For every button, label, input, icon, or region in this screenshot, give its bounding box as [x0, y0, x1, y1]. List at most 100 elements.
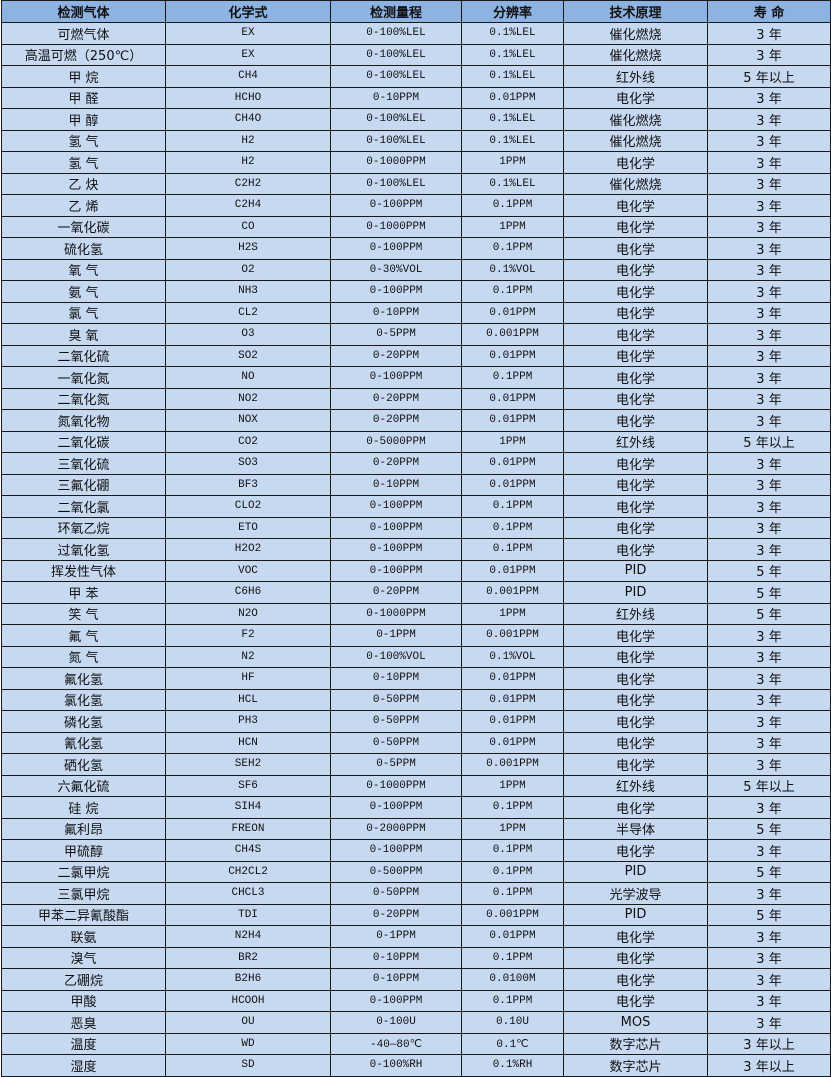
- formula-cell: SEH2: [165, 753, 331, 776]
- header-row: 检测气体 化学式 检测量程 分辨率 技术原理 寿 命: [1, 0, 831, 23]
- gas-cell: 三氯甲烷: [1, 882, 166, 905]
- table-row: 硒化氢 SEH2 0-5PPM 0.001PPM 电化学 3 年: [1, 753, 831, 776]
- range-cell: 0-100PPM: [330, 796, 462, 819]
- principle-cell: 电化学: [563, 968, 708, 991]
- formula-cell: H2: [165, 129, 331, 152]
- resolution-cell: 0.1℃: [461, 1032, 564, 1055]
- formula-cell: C2H2: [165, 172, 331, 195]
- gas-cell: 氟利昂: [1, 817, 166, 840]
- range-cell: 0-1PPM: [330, 925, 462, 948]
- table-body: 可燃气体 EX 0-100%LEL 0.1%LEL 催化燃烧 3 年高温可燃（250℃） E…: [1, 22, 831, 1077]
- formula-cell: B2H6: [165, 968, 331, 991]
- principle-cell: 电化学: [563, 925, 708, 948]
- lifespan-cell: 3 年: [707, 280, 831, 303]
- resolution-cell: 0.0100M: [461, 968, 564, 991]
- lifespan-cell: 3 年: [707, 258, 831, 281]
- range-cell: 0-100%LEL: [330, 129, 462, 152]
- principle-cell: 电化学: [563, 409, 708, 432]
- principle-cell: 红外线: [563, 430, 708, 453]
- principle-cell: 电化学: [563, 989, 708, 1012]
- table-row: 一氧化氮 NO 0-100PPM 0.1PPM 电化学 3 年: [1, 366, 831, 389]
- table-row: 甲 烷 CH4 0-100%LEL 0.1%LEL 红外线 5 年以上: [1, 65, 831, 88]
- table-row: 六氟化硫 SF6 0-1000PPM 1PPM 红外线 5 年以上: [1, 774, 831, 797]
- resolution-cell: 0.01PPM: [461, 925, 564, 948]
- gas-cell: 臭 氧: [1, 323, 166, 346]
- range-cell: 0-100PPM: [330, 538, 462, 561]
- range-cell: 0-100PPM: [330, 839, 462, 862]
- resolution-cell: 0.1%VOL: [461, 645, 564, 668]
- gas-cell: 溴气: [1, 946, 166, 969]
- table-row: 磷化氢 PH3 0-50PPM 0.01PPM 电化学 3 年: [1, 710, 831, 733]
- table-row: 乙 烯 C2H4 0-100PPM 0.1PPM 电化学 3 年: [1, 194, 831, 217]
- lifespan-cell: 3 年: [707, 688, 831, 711]
- gas-cell: 二氯甲烷: [1, 860, 166, 883]
- resolution-cell: 0.01PPM: [461, 387, 564, 410]
- gas-cell: 磷化氢: [1, 710, 166, 733]
- range-cell: 0-10PPM: [330, 946, 462, 969]
- principle-cell: 催化燃烧: [563, 43, 708, 66]
- lifespan-cell: 3 年: [707, 323, 831, 346]
- resolution-cell: 0.001PPM: [461, 624, 564, 647]
- gas-cell: 甲 苯: [1, 581, 166, 604]
- resolution-cell: 0.1PPM: [461, 538, 564, 561]
- table-row: 笑 气 N2O 0-1000PPM 1PPM 红外线 5 年: [1, 602, 831, 625]
- principle-cell: 红外线: [563, 65, 708, 88]
- formula-cell: BF3: [165, 473, 331, 496]
- resolution-cell: 0.1PPM: [461, 796, 564, 819]
- lifespan-cell: 3 年: [707, 1011, 831, 1034]
- table-row: 温度 WD -40—80℃ 0.1℃ 数字芯片 3 年以上: [1, 1032, 831, 1055]
- lifespan-cell: 3 年: [707, 43, 831, 66]
- range-cell: 0-50PPM: [330, 710, 462, 733]
- resolution-cell: 0.01PPM: [461, 667, 564, 690]
- range-cell: 0-100PPM: [330, 366, 462, 389]
- gas-cell: 乙 烯: [1, 194, 166, 217]
- range-cell: 0-100PPM: [330, 516, 462, 539]
- table-row: 二氧化氯 CLO2 0-100PPM 0.1PPM 电化学 3 年: [1, 495, 831, 518]
- formula-cell: NOX: [165, 409, 331, 432]
- formula-cell: CO: [165, 215, 331, 238]
- header-formula: 化学式: [165, 0, 331, 23]
- formula-cell: N2: [165, 645, 331, 668]
- principle-cell: 电化学: [563, 624, 708, 647]
- table-row: 臭 氧 O3 0-5PPM 0.001PPM 电化学 3 年: [1, 323, 831, 346]
- gas-cell: 硅 烷: [1, 796, 166, 819]
- table-row: 甲酸 HCOOH 0-100PPM 0.1PPM 电化学 3 年: [1, 989, 831, 1012]
- principle-cell: 光学波导: [563, 882, 708, 905]
- lifespan-cell: 3 年: [707, 237, 831, 260]
- lifespan-cell: 3 年: [707, 366, 831, 389]
- gas-cell: 硫化氢: [1, 237, 166, 260]
- formula-cell: O3: [165, 323, 331, 346]
- lifespan-cell: 3 年: [707, 387, 831, 410]
- resolution-cell: 1PPM: [461, 602, 564, 625]
- gas-cell: 可燃气体: [1, 22, 166, 45]
- lifespan-cell: 3 年: [707, 194, 831, 217]
- lifespan-cell: 3 年: [707, 796, 831, 819]
- formula-cell: PH3: [165, 710, 331, 733]
- resolution-cell: 0.1PPM: [461, 366, 564, 389]
- formula-cell: H2S: [165, 237, 331, 260]
- range-cell: 0-100U: [330, 1011, 462, 1034]
- formula-cell: HCHO: [165, 86, 331, 109]
- lifespan-cell: 3 年: [707, 172, 831, 195]
- table-row: 甲 苯 C6H6 0-20PPM 0.001PPM PID 5 年: [1, 581, 831, 604]
- principle-cell: 电化学: [563, 258, 708, 281]
- gas-cell: 一氧化碳: [1, 215, 166, 238]
- lifespan-cell: 3 年: [707, 344, 831, 367]
- resolution-cell: 1PPM: [461, 774, 564, 797]
- resolution-cell: 0.01PPM: [461, 688, 564, 711]
- range-cell: 0-5000PPM: [330, 430, 462, 453]
- range-cell: 0-5PPM: [330, 323, 462, 346]
- range-cell: 0-30%VOL: [330, 258, 462, 281]
- principle-cell: 电化学: [563, 301, 708, 324]
- formula-cell: CLO2: [165, 495, 331, 518]
- table-row: 氟利昂 FREON 0-2000PPM 1PPM 半导体 5 年: [1, 817, 831, 840]
- principle-cell: 电化学: [563, 796, 708, 819]
- lifespan-cell: 3 年: [707, 925, 831, 948]
- table-row: 二氧化硫 SO2 0-20PPM 0.01PPM 电化学 3 年: [1, 344, 831, 367]
- range-cell: 0-1000PPM: [330, 602, 462, 625]
- range-cell: 0-2000PPM: [330, 817, 462, 840]
- table-row: 氢 气 H2 0-100%LEL 0.1%LEL 催化燃烧 3 年: [1, 129, 831, 152]
- range-cell: 0-100PPM: [330, 989, 462, 1012]
- range-cell: 0-10PPM: [330, 667, 462, 690]
- formula-cell: HCL: [165, 688, 331, 711]
